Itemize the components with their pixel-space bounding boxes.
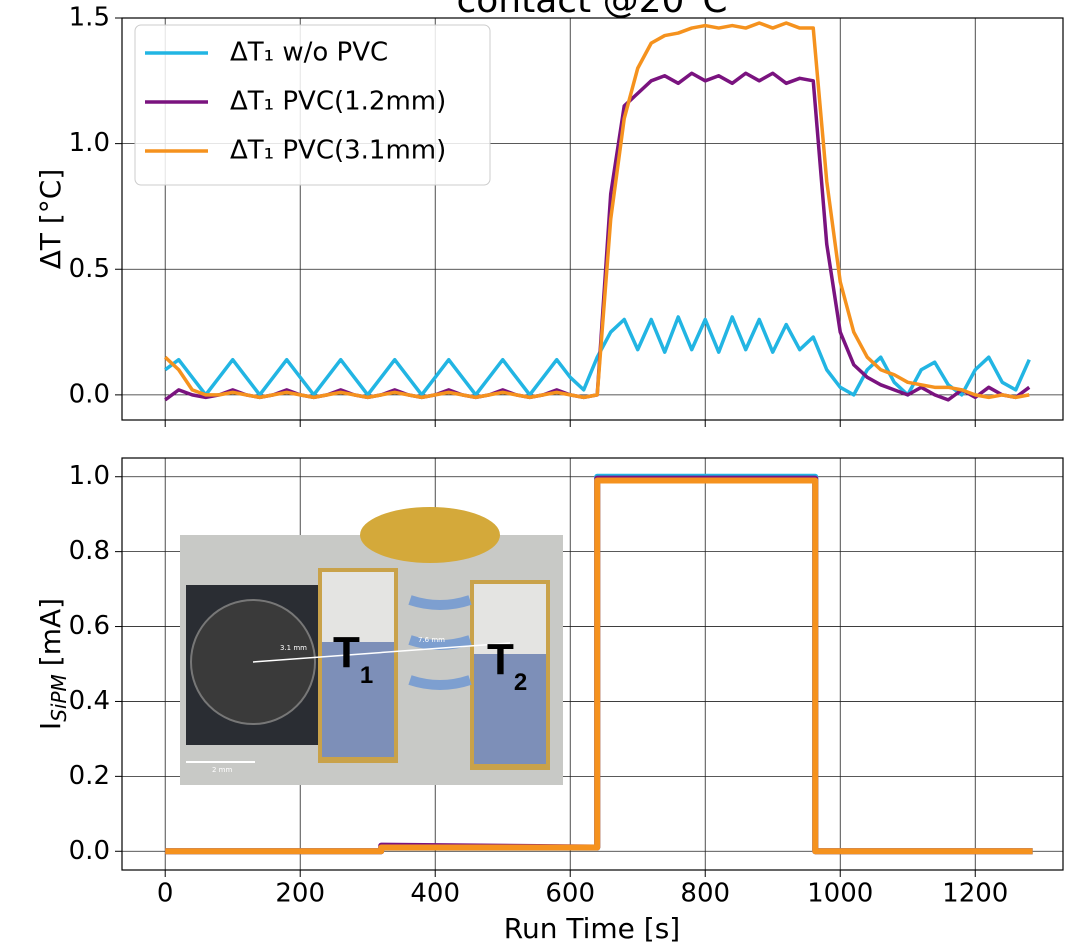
x-tick-label: 800: [680, 879, 730, 909]
y-tick-label: 0.0: [69, 379, 110, 409]
y-label-main: I: [34, 722, 67, 730]
inset-photo: 3.1 mm 7.6 mm 2 mm T1 T2: [180, 507, 563, 785]
photo-line: [252, 642, 511, 663]
photo-marks: [408, 595, 472, 690]
x-axis-label: Run Time [s]: [504, 912, 680, 945]
photo-label: [474, 584, 546, 654]
photo-text: 2 mm: [212, 766, 232, 774]
legend-label: ΔT₁ PVC(1.2mm): [230, 87, 446, 117]
x-tick-label: 600: [545, 879, 595, 909]
x-tick-label: 0: [157, 879, 174, 909]
y-tick-label: 0.6: [69, 611, 110, 641]
y-label-sub: SiPM: [47, 674, 71, 722]
photo-text: 7.6 mm: [418, 636, 445, 644]
data-line: [164, 315, 1031, 397]
legend-label: ΔT₁ PVC(3.1mm): [230, 136, 446, 166]
y-tick-label: 1.0: [69, 128, 110, 158]
y-tick-label: 1.0: [69, 461, 110, 491]
plot-frame: [121, 457, 1064, 871]
chart-title: contact @20°C: [456, 0, 727, 21]
y-axis-label: ISiPM [mA]: [34, 598, 71, 730]
photo-tape: [474, 654, 546, 764]
plot-frame: [121, 17, 1064, 421]
data-line: [165, 477, 1033, 855]
y-tick-label: 1.5: [69, 3, 110, 33]
legend-box: [134, 24, 491, 186]
photo-label: [322, 572, 394, 642]
y-tick-label: 0.0: [69, 836, 110, 866]
photo-tape: [322, 642, 394, 757]
x-tick-label: 200: [275, 879, 325, 909]
legend-label: ΔT₁ w/o PVC: [230, 38, 388, 68]
inset-label: T2: [487, 635, 527, 697]
y-tick-label: 0.4: [69, 686, 110, 716]
photo-disc: [360, 507, 500, 563]
inset-t: T: [487, 635, 514, 684]
y-tick-label: 0.2: [69, 761, 110, 791]
y-tick-label: 0.5: [69, 254, 110, 284]
inset-sub: 1: [360, 662, 373, 689]
y-label-unit: [mA]: [34, 598, 67, 666]
inset-t: T: [333, 628, 360, 677]
x-tick-label: 1000: [807, 879, 873, 909]
y-axis-label: ΔT [°C]: [34, 169, 67, 270]
x-tick-label: 1200: [942, 879, 1008, 909]
data-line: [164, 21, 1030, 400]
inset-label: T1: [333, 628, 373, 690]
y-tick-label: 0.8: [69, 536, 110, 566]
x-tick-label: 400: [410, 879, 460, 909]
photo-text: 3.1 mm: [280, 644, 307, 652]
inset-sub: 2: [514, 669, 527, 696]
